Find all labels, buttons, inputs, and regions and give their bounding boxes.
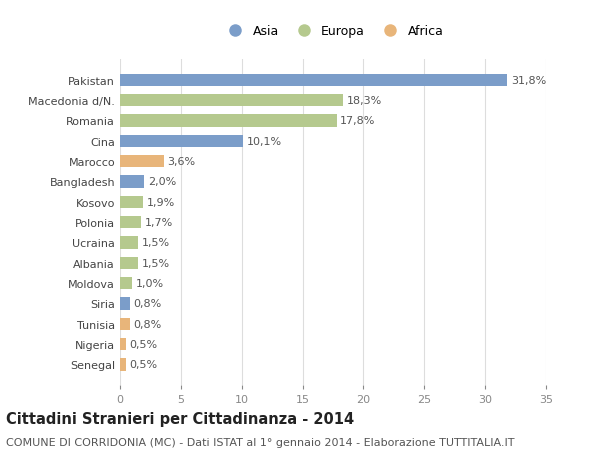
Legend: Asia, Europa, Africa: Asia, Europa, Africa: [218, 20, 449, 43]
Text: 2,0%: 2,0%: [148, 177, 176, 187]
Text: 0,5%: 0,5%: [130, 360, 158, 369]
Bar: [120, 237, 138, 249]
Text: 17,8%: 17,8%: [340, 116, 376, 126]
Bar: [120, 298, 130, 310]
Text: 1,0%: 1,0%: [136, 279, 164, 288]
Bar: [120, 176, 145, 188]
Text: Cittadini Stranieri per Cittadinanza - 2014: Cittadini Stranieri per Cittadinanza - 2…: [6, 411, 354, 426]
Text: COMUNE DI CORRIDONIA (MC) - Dati ISTAT al 1° gennaio 2014 - Elaborazione TUTTITA: COMUNE DI CORRIDONIA (MC) - Dati ISTAT a…: [6, 437, 515, 448]
Text: 0,8%: 0,8%: [133, 299, 161, 309]
Text: 0,5%: 0,5%: [130, 339, 158, 349]
Bar: [120, 257, 138, 269]
Bar: [120, 277, 132, 290]
Text: 1,5%: 1,5%: [142, 238, 170, 248]
Bar: [120, 156, 164, 168]
Text: 1,9%: 1,9%: [147, 197, 175, 207]
Bar: [120, 338, 126, 351]
Text: 1,5%: 1,5%: [142, 258, 170, 268]
Bar: [120, 135, 243, 147]
Bar: [120, 217, 140, 229]
Bar: [120, 95, 343, 107]
Text: 0,8%: 0,8%: [133, 319, 161, 329]
Bar: [120, 74, 507, 87]
Text: 10,1%: 10,1%: [247, 136, 282, 146]
Bar: [120, 358, 126, 371]
Bar: [120, 115, 337, 127]
Text: 1,7%: 1,7%: [145, 218, 173, 228]
Text: 18,3%: 18,3%: [346, 96, 382, 106]
Bar: [120, 318, 130, 330]
Bar: [120, 196, 143, 208]
Text: 3,6%: 3,6%: [167, 157, 196, 167]
Text: 31,8%: 31,8%: [511, 76, 546, 85]
